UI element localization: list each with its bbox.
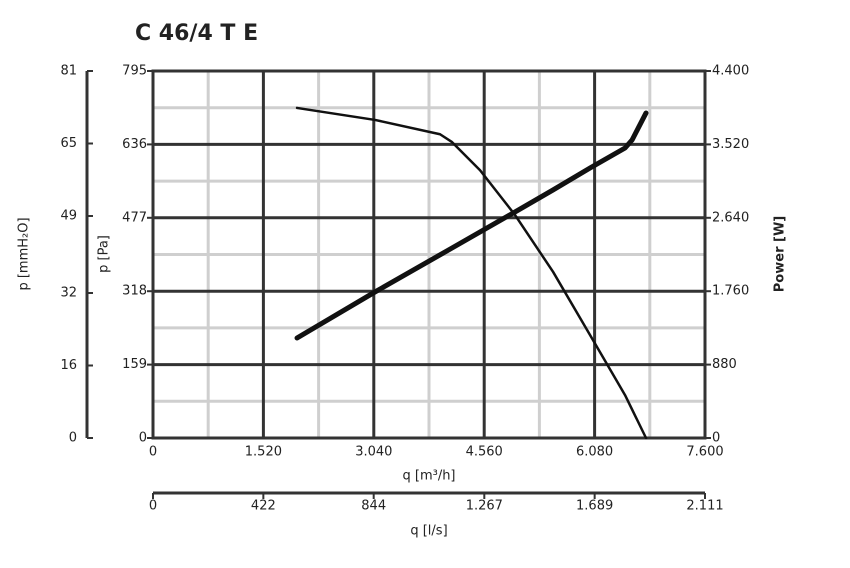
x2-tick-label: 2.111 bbox=[686, 499, 723, 514]
x2-tick-label: 0 bbox=[149, 499, 157, 514]
y2-tick-label: 4.400 bbox=[712, 64, 749, 79]
x-tick-label: 7.600 bbox=[686, 445, 723, 460]
pressure-curve bbox=[295, 106, 648, 440]
x-tick-label: 4.560 bbox=[466, 445, 503, 460]
y2-tick-label: 2.640 bbox=[712, 210, 749, 225]
x2-tick-label: 1.267 bbox=[466, 499, 503, 514]
power-curve bbox=[294, 110, 649, 341]
y2-tick-label: 880 bbox=[712, 357, 737, 372]
y2-tick-label: 0 bbox=[712, 431, 720, 446]
y3-axis-title: p [mmH₂O] bbox=[17, 217, 32, 290]
x2-tick-label: 422 bbox=[251, 499, 276, 514]
y-tick-label: 477 bbox=[122, 210, 147, 225]
y3-tick-label: 0 bbox=[69, 431, 77, 446]
x2-tick-label: 844 bbox=[361, 499, 386, 514]
y3-tick-label: 81 bbox=[60, 64, 77, 79]
x-tick-label: 1.520 bbox=[245, 445, 282, 460]
y-tick-label: 795 bbox=[122, 64, 147, 79]
y2-axis-title: Power [W] bbox=[773, 216, 788, 292]
y3-tick-label: 16 bbox=[60, 358, 77, 373]
y-tick-label: 636 bbox=[122, 137, 147, 152]
plot-frame bbox=[151, 69, 707, 440]
y-tick-label: 159 bbox=[122, 357, 147, 372]
y-tick-label: 318 bbox=[122, 284, 147, 299]
x-axis-title: q [m³/h] bbox=[402, 469, 455, 484]
y3-tick-label: 32 bbox=[60, 286, 77, 301]
y-tick-label: 0 bbox=[139, 431, 147, 446]
x2-axis-title: q [l/s] bbox=[410, 524, 447, 539]
x2-tick-label: 1.689 bbox=[576, 499, 613, 514]
x-tick-label: 0 bbox=[149, 445, 157, 460]
chart-title: C 46/4 T E bbox=[135, 21, 258, 46]
y2-tick-label: 1.760 bbox=[712, 284, 749, 299]
y-axis-title: p [Pa] bbox=[97, 235, 112, 273]
x-tick-label: 6.080 bbox=[576, 445, 613, 460]
x-tick-label: 3.040 bbox=[355, 445, 392, 460]
y3-tick-label: 49 bbox=[60, 208, 77, 223]
y3-tick-label: 65 bbox=[60, 136, 77, 151]
y2-tick-label: 3.520 bbox=[712, 137, 749, 152]
